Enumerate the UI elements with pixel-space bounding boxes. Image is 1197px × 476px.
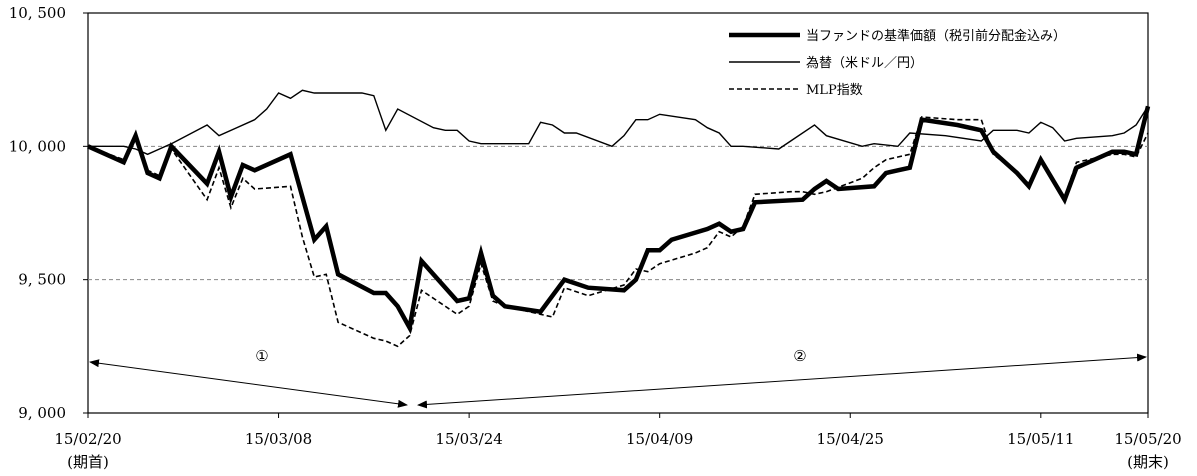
y-tick-label: 10, 000	[9, 137, 66, 155]
x-tick-sublabel: (期末)	[1127, 453, 1169, 471]
period-2-arrow	[417, 353, 1147, 409]
x-tick-label: 15/02/20	[54, 430, 121, 448]
x-tick-label: 15/04/09	[626, 430, 693, 448]
x-tick-label: 15/03/24	[435, 430, 502, 448]
y-tick-label: 10, 500	[9, 4, 66, 22]
x-tick-label: 15/05/11	[1007, 430, 1074, 448]
legend-label: MLP指数	[806, 83, 863, 98]
series-line-thick	[87, 105, 1151, 335]
legend-label: 当ファンドの基準価額（税引前分配金込み）	[806, 28, 1066, 44]
plot-area-frame	[87, 12, 1149, 414]
period-2-label: ②	[793, 347, 806, 365]
x-tick-label: 15/04/25	[817, 430, 884, 448]
period-1-label: ①	[255, 347, 268, 365]
y-tick-label: 9, 000	[18, 404, 66, 422]
y-tick-label: 9, 500	[18, 271, 66, 289]
x-tick-label: 15/03/08	[245, 430, 312, 448]
x-tick-label: 15/05/20	[1114, 430, 1181, 448]
series-line-thin	[88, 89, 1149, 156]
legend-label: 為替（米ドル／円）	[806, 55, 923, 71]
x-tick-sublabel: (期首)	[67, 453, 109, 471]
series-line-dashed	[87, 116, 1149, 348]
period-1-arrow	[89, 359, 408, 408]
